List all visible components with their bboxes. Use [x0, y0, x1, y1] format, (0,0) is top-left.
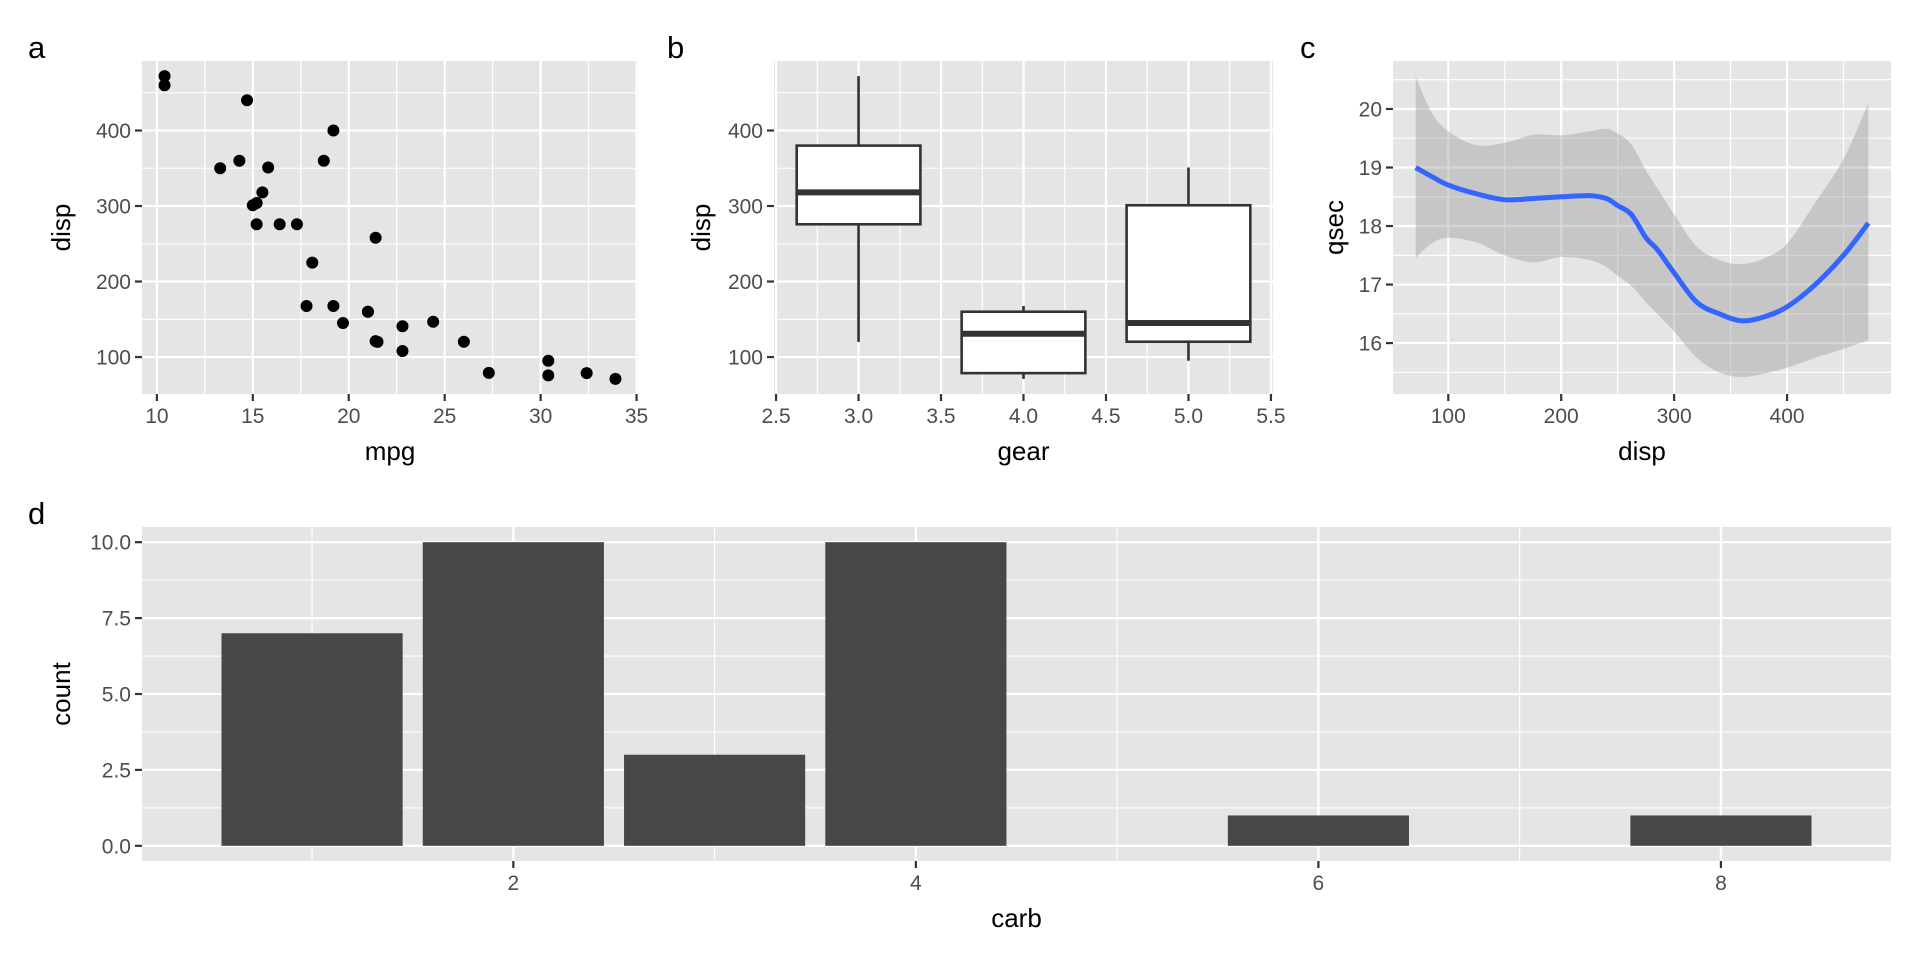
- scatter-point: [214, 162, 227, 175]
- panel-tag: a: [28, 30, 46, 65]
- x-axis-title: mpg: [365, 436, 416, 466]
- scatter-point: [542, 369, 555, 382]
- x-tick-label: 30: [529, 405, 552, 428]
- bar: [1630, 815, 1812, 846]
- x-tick-label: 8: [1715, 872, 1727, 895]
- scatter-point: [262, 161, 275, 174]
- scatter-point: [427, 315, 440, 328]
- y-tick-label: 2.5: [102, 759, 131, 782]
- scatter-point: [256, 186, 269, 199]
- scatter-point: [233, 154, 246, 167]
- y-tick-label: 300: [96, 196, 131, 219]
- y-tick-label: 17: [1359, 274, 1382, 297]
- x-tick-label: 20: [337, 405, 360, 428]
- bar: [825, 542, 1007, 846]
- scatter-point: [580, 367, 593, 380]
- scatter-point: [246, 199, 259, 212]
- scatter-point: [336, 317, 349, 330]
- scatter-point: [158, 79, 171, 92]
- scatter-point: [290, 218, 303, 231]
- x-tick-label: 2: [507, 872, 519, 895]
- y-tick-label: 300: [728, 196, 763, 219]
- x-axis-title: gear: [997, 436, 1049, 466]
- y-tick-label: 100: [96, 347, 131, 370]
- x-tick-label: 5.5: [1256, 405, 1285, 428]
- y-tick-label: 10.0: [90, 532, 131, 555]
- bar: [422, 542, 604, 846]
- box: [795, 144, 922, 226]
- scatter-point: [273, 218, 286, 231]
- x-tick-label: 4.0: [1009, 405, 1038, 428]
- scatter-point: [396, 320, 409, 333]
- scatter-point: [361, 305, 374, 318]
- y-tick-label: 20: [1359, 98, 1382, 121]
- x-tick-label: 200: [1544, 405, 1579, 428]
- x-tick-label: 3.0: [844, 405, 873, 428]
- scatter-point: [306, 256, 319, 269]
- x-tick-label: 4.5: [1091, 405, 1120, 428]
- scatter-point: [241, 94, 254, 107]
- x-tick-label: 25: [433, 405, 456, 428]
- scatter-point: [369, 231, 382, 244]
- x-tick-label: 300: [1657, 405, 1692, 428]
- scatter-point: [327, 124, 340, 137]
- scatter-point: [369, 335, 382, 348]
- scatter-point: [609, 372, 622, 385]
- y-axis-title: count: [46, 661, 76, 725]
- y-tick-label: 18: [1359, 216, 1382, 239]
- smooth-line: [1414, 165, 1871, 324]
- panel-tag: b: [667, 30, 684, 65]
- y-tick-label: 7.5: [102, 608, 131, 631]
- panel-tag: c: [1300, 30, 1316, 65]
- x-tick-label: 5.0: [1174, 405, 1203, 428]
- scatter-point: [482, 366, 495, 379]
- y-axis-title: qsec: [1319, 200, 1349, 255]
- panel-b-boxplot: b 2.5 3.0 3.5 4.0 4.5 5.0 5.5 100 200 300 400 gear di…: [667, 30, 1286, 466]
- bar: [624, 754, 806, 846]
- x-tick-label: 100: [1431, 405, 1466, 428]
- panel-background: [142, 61, 638, 394]
- x-tick-label: 15: [241, 405, 264, 428]
- y-tick-label: 200: [96, 271, 131, 294]
- panel-tag: d: [28, 496, 45, 531]
- x-axis-title: carb: [991, 903, 1042, 933]
- x-axis-title: disp: [1618, 436, 1666, 466]
- y-tick-label: 19: [1359, 157, 1382, 180]
- bar: [1227, 815, 1409, 846]
- y-tick-label: 200: [728, 271, 763, 294]
- panel-a-scatter: a 10 15 20 25 30 35 100 200 300 400 mpg disp: [28, 30, 648, 466]
- x-tick-label: 6: [1313, 872, 1325, 895]
- scatter-point: [300, 299, 313, 312]
- scatter-point: [457, 335, 470, 348]
- panel-d-bar: d 2 4 6 8 0.0 2.5 5.0 7.5 10.0 carb count: [28, 496, 1891, 933]
- x-tick-label: 10: [145, 405, 168, 428]
- scatter-point: [327, 299, 340, 312]
- x-tick-label: 2.5: [761, 405, 790, 428]
- scatter-point: [396, 344, 409, 357]
- x-tick-label: 400: [1770, 405, 1805, 428]
- x-tick-label: 3.5: [926, 405, 955, 428]
- y-tick-label: 100: [728, 347, 763, 370]
- y-tick-label: 5.0: [102, 684, 131, 707]
- y-tick-label: 16: [1359, 333, 1382, 356]
- scatter-point: [542, 354, 555, 367]
- y-axis-title: disp: [686, 204, 716, 252]
- y-tick-label: 400: [96, 120, 131, 143]
- scatter-point: [250, 218, 263, 231]
- y-tick-label: 0.0: [102, 835, 131, 858]
- y-tick-label: 400: [728, 120, 763, 143]
- bar: [221, 633, 403, 846]
- y-axis-title: disp: [46, 204, 76, 252]
- scatter-point: [317, 154, 330, 167]
- panel-c-smooth: c 100 200 300 400 16 17 18 19 20 disp qsec: [1300, 30, 1891, 466]
- scatter-point: [158, 70, 171, 83]
- x-tick-label: 35: [625, 405, 648, 428]
- x-tick-label: 4: [910, 872, 922, 895]
- box: [960, 310, 1087, 375]
- box: [1125, 203, 1252, 344]
